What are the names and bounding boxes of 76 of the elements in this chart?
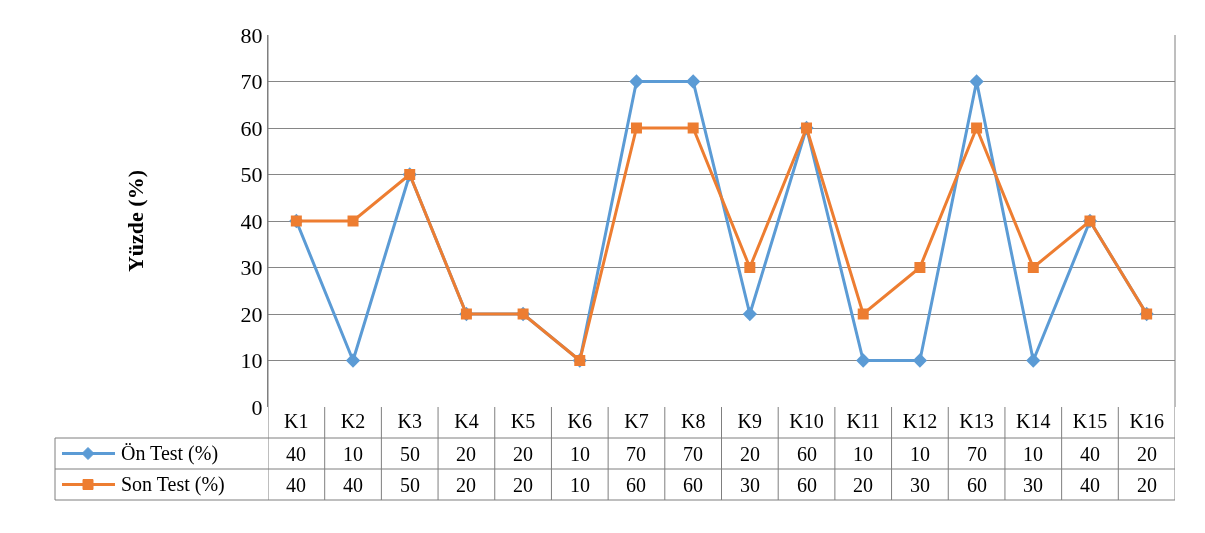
data-label: 60 [683, 474, 703, 496]
data-label: 70 [967, 443, 987, 465]
point [1027, 262, 1039, 273]
data-label: 10 [343, 443, 363, 465]
data-label: 30 [910, 474, 930, 496]
data-label: 20 [1137, 474, 1157, 496]
point [345, 353, 361, 368]
data-label: 40 [286, 474, 306, 496]
y-tick-label: 40 [240, 208, 263, 234]
data-label: 50 [400, 443, 420, 465]
data-label: 40 [1080, 443, 1100, 465]
point [969, 74, 984, 89]
x-tick-label: K10 [789, 410, 824, 432]
y-tick-label: 0 [251, 394, 263, 420]
data-label: 20 [1137, 443, 1157, 465]
point [630, 122, 642, 134]
y-tick-label: 50 [240, 162, 263, 188]
point [742, 306, 757, 322]
x-tick-label: K13 [959, 410, 994, 432]
x-tick-label: K3 [397, 410, 422, 432]
data-label: 70 [683, 443, 703, 465]
data-label: 30 [740, 474, 760, 496]
point [857, 308, 869, 320]
x-tick-label: K4 [454, 410, 479, 432]
data-label: 10 [853, 443, 873, 465]
data-label: 10 [570, 443, 590, 465]
x-tick-label: K6 [567, 410, 593, 432]
point [1026, 353, 1041, 368]
point [744, 262, 756, 273]
x-tick-label: K15 [1072, 410, 1108, 432]
y-tick-label: 30 [240, 255, 263, 281]
y-tick-label: 60 [240, 115, 263, 141]
data-label: 40 [1080, 474, 1100, 496]
data-label: 20 [513, 474, 533, 496]
x-tick-label: K7 [624, 410, 649, 432]
data-label: 60 [797, 474, 817, 496]
y-tick-label: 70 [240, 69, 263, 95]
data-label: 60 [626, 474, 646, 496]
x-tick-label: K16 [1129, 410, 1164, 432]
point [347, 215, 359, 227]
data-label: 50 [400, 474, 420, 496]
point [912, 353, 928, 368]
data-label: 70 [626, 443, 646, 465]
legend-label: Son Test (%) [121, 473, 225, 496]
data-label: 20 [513, 443, 533, 465]
y-axis-title: Yüzde (%) [123, 169, 149, 273]
point [856, 353, 871, 368]
data-label: 40 [286, 443, 306, 465]
x-tick-label: K12 [902, 410, 938, 432]
x-tick-label: K11 [846, 410, 881, 432]
data-label: 40 [343, 474, 363, 496]
y-tick-label: 20 [240, 301, 263, 327]
data-label: 20 [456, 443, 476, 465]
x-tick-label: K2 [340, 410, 366, 432]
y-tick-label: 10 [240, 348, 263, 374]
data-label: 20 [740, 443, 760, 465]
point [971, 122, 983, 134]
point [687, 122, 699, 134]
point [914, 262, 926, 273]
x-tick-label: K1 [284, 410, 309, 432]
point [629, 74, 644, 89]
data-label: 20 [456, 474, 476, 496]
x-tick-label: K14 [1016, 410, 1051, 432]
point [686, 74, 701, 89]
data-label: 20 [853, 474, 873, 496]
data-label: 10 [570, 474, 590, 496]
x-tick-label: K9 [737, 410, 763, 432]
legend-label: Ön Test (%) [121, 442, 219, 465]
data-label: 60 [967, 474, 987, 496]
y-tick-label: 80 [240, 22, 263, 48]
data-label: 60 [797, 443, 817, 465]
data-label: 30 [1023, 474, 1043, 496]
data-label: 10 [1023, 443, 1043, 465]
data-label: 10 [910, 443, 930, 465]
x-tick-label: K8 [680, 410, 706, 432]
x-tick-label: K5 [510, 410, 536, 432]
